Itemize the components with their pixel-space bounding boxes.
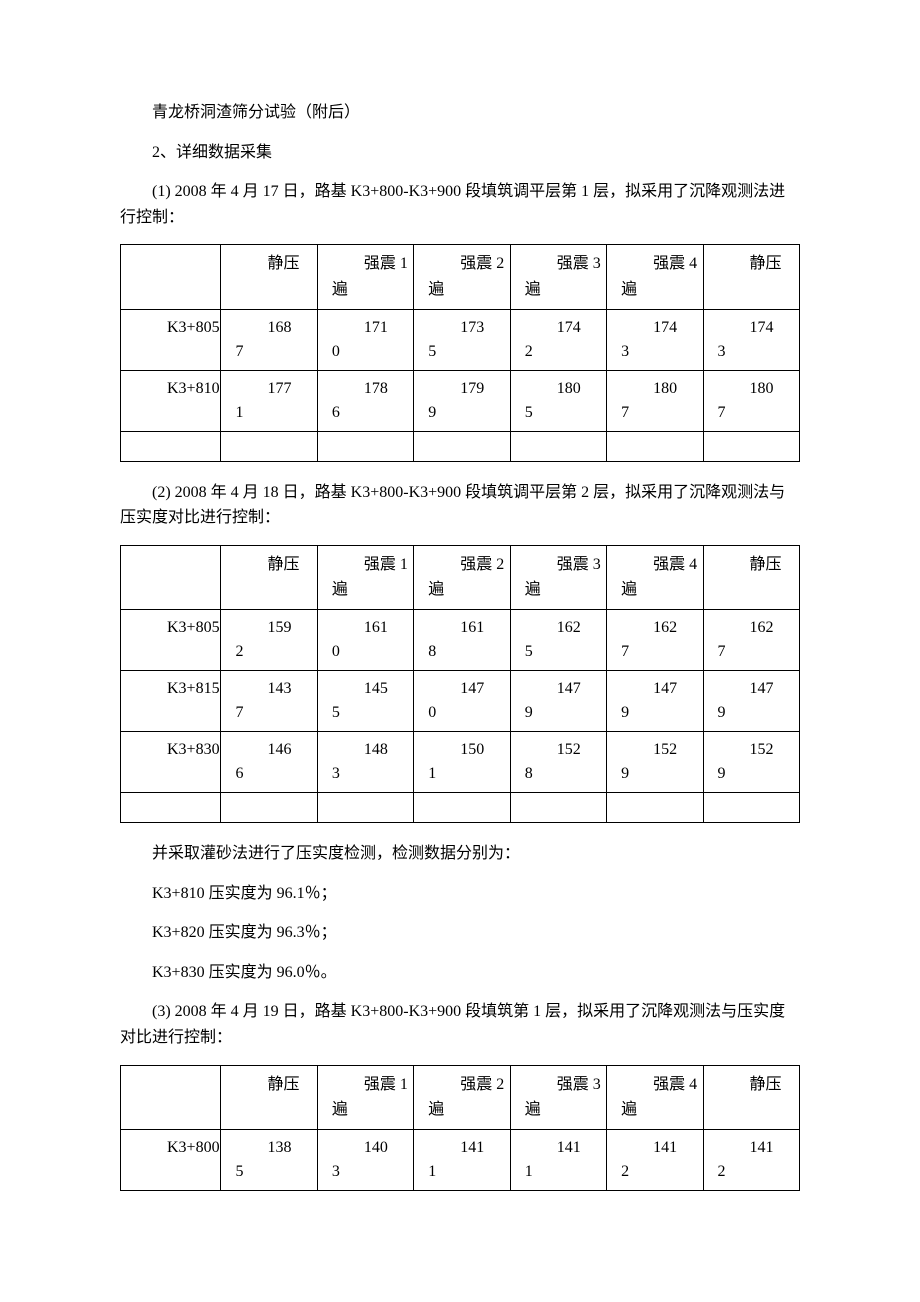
table-row: K3+805 1687 1710 1735 1742 1743 1743: [121, 309, 800, 370]
paragraph-2: 2、详细数据采集: [120, 140, 800, 166]
table-cell: 1501: [414, 731, 510, 792]
table-cell: 1807: [607, 370, 703, 431]
header-cell: 静压: [703, 545, 799, 609]
table-cell: 1455: [317, 670, 413, 731]
table-row: K3+800 1385 1403 1411 1411 1412 1412: [121, 1129, 800, 1190]
paragraph-1: 青龙桥洞渣筛分试验（附后）: [120, 100, 800, 126]
paragraph-3: (1) 2008 年 4 月 17 日，路基 K3+800-K3+900 段填筑…: [120, 179, 800, 230]
header-cell: 静压: [703, 245, 799, 309]
header-cell: 强震 3 遍: [510, 545, 606, 609]
header-cell: 强震 4 遍: [607, 245, 703, 309]
table-cell: 1592: [221, 609, 317, 670]
header-cell: 强震 2 遍: [414, 545, 510, 609]
header-cell: 强震 1 遍: [317, 545, 413, 609]
table-cell: 1411: [414, 1129, 510, 1190]
table-cell: 1735: [414, 309, 510, 370]
row-label: K3+815: [121, 670, 221, 731]
table-cell: 1412: [703, 1129, 799, 1190]
table-cell: 1529: [703, 731, 799, 792]
table-cell: 1687: [221, 309, 317, 370]
table-header-row: 静压 强震 1 遍 强震 2 遍 强震 3 遍 强震 4 遍 静压: [121, 245, 800, 309]
table-cell: 1771: [221, 370, 317, 431]
table-empty-row: [121, 792, 800, 822]
table-cell: 1470: [414, 670, 510, 731]
table-cell: 1479: [607, 670, 703, 731]
header-cell: 静压: [221, 245, 317, 309]
header-cell: 静压: [221, 545, 317, 609]
paragraph-7: K3+820 压实度为 96.3％；: [120, 920, 800, 946]
header-cell: 强震 3 遍: [510, 1065, 606, 1129]
paragraph-5: 并采取灌砂法进行了压实度检测，检测数据分别为：: [120, 841, 800, 867]
header-cell: 强震 4 遍: [607, 1065, 703, 1129]
table-cell: 1479: [703, 670, 799, 731]
table-cell: 1403: [317, 1129, 413, 1190]
table-cell: 1479: [510, 670, 606, 731]
table-1: 静压 强震 1 遍 强震 2 遍 强震 3 遍 强震 4 遍 静压 K3+805…: [120, 244, 800, 461]
table-cell: 1618: [414, 609, 510, 670]
header-cell: 强震 2 遍: [414, 245, 510, 309]
table-cell: 1799: [414, 370, 510, 431]
table-row: K3+830 1466 1483 1501 1528 1529 1529: [121, 731, 800, 792]
table-cell: 1437: [221, 670, 317, 731]
row-label: K3+830: [121, 731, 221, 792]
table-cell: 1625: [510, 609, 606, 670]
header-cell: 强震 1 遍: [317, 245, 413, 309]
table-cell: 1610: [317, 609, 413, 670]
table-cell: 1411: [510, 1129, 606, 1190]
table-cell: 1805: [510, 370, 606, 431]
table-cell: 1807: [703, 370, 799, 431]
header-cell: 静压: [221, 1065, 317, 1129]
table-cell: 1528: [510, 731, 606, 792]
table-cell: 1742: [510, 309, 606, 370]
table-empty-row: [121, 431, 800, 461]
table-cell: 1466: [221, 731, 317, 792]
paragraph-6: K3+810 压实度为 96.1％；: [120, 881, 800, 907]
header-cell: 强震 2 遍: [414, 1065, 510, 1129]
table-cell: 1483: [317, 731, 413, 792]
table-cell: 1529: [607, 731, 703, 792]
paragraph-4: (2) 2008 年 4 月 18 日，路基 K3+800-K3+900 段填筑…: [120, 480, 800, 531]
table-3: 静压 强震 1 遍 强震 2 遍 强震 3 遍 强震 4 遍 静压 K3+800…: [120, 1065, 800, 1191]
table-cell: 1385: [221, 1129, 317, 1190]
header-cell: 强震 3 遍: [510, 245, 606, 309]
row-label: K3+810: [121, 370, 221, 431]
header-cell: 强震 1 遍: [317, 1065, 413, 1129]
table-cell: 1627: [607, 609, 703, 670]
table-cell: 1627: [703, 609, 799, 670]
row-label: K3+805: [121, 609, 221, 670]
paragraph-9: (3) 2008 年 4 月 19 日，路基 K3+800-K3+900 段填筑…: [120, 999, 800, 1050]
table-cell: 1786: [317, 370, 413, 431]
table-row: K3+805 1592 1610 1618 1625 1627 1627: [121, 609, 800, 670]
table-header-row: 静压 强震 1 遍 强震 2 遍 强震 3 遍 强震 4 遍 静压: [121, 1065, 800, 1129]
header-cell-empty: [121, 245, 221, 309]
header-cell-empty: [121, 545, 221, 609]
table-cell: 1412: [607, 1129, 703, 1190]
row-label: K3+805: [121, 309, 221, 370]
table-2: 静压 强震 1 遍 强震 2 遍 强震 3 遍 强震 4 遍 静压 K3+805…: [120, 545, 800, 823]
paragraph-8: K3+830 压实度为 96.0％。: [120, 960, 800, 986]
table-cell: 1743: [703, 309, 799, 370]
table-header-row: 静压 强震 1 遍 强震 2 遍 强震 3 遍 强震 4 遍 静压: [121, 545, 800, 609]
table-cell: 1710: [317, 309, 413, 370]
table-cell: 1743: [607, 309, 703, 370]
table-row: K3+810 1771 1786 1799 1805 1807 1807: [121, 370, 800, 431]
header-cell: 强震 4 遍: [607, 545, 703, 609]
header-cell: 静压: [703, 1065, 799, 1129]
header-cell-empty: [121, 1065, 221, 1129]
table-row: K3+815 1437 1455 1470 1479 1479 1479: [121, 670, 800, 731]
row-label: K3+800: [121, 1129, 221, 1190]
